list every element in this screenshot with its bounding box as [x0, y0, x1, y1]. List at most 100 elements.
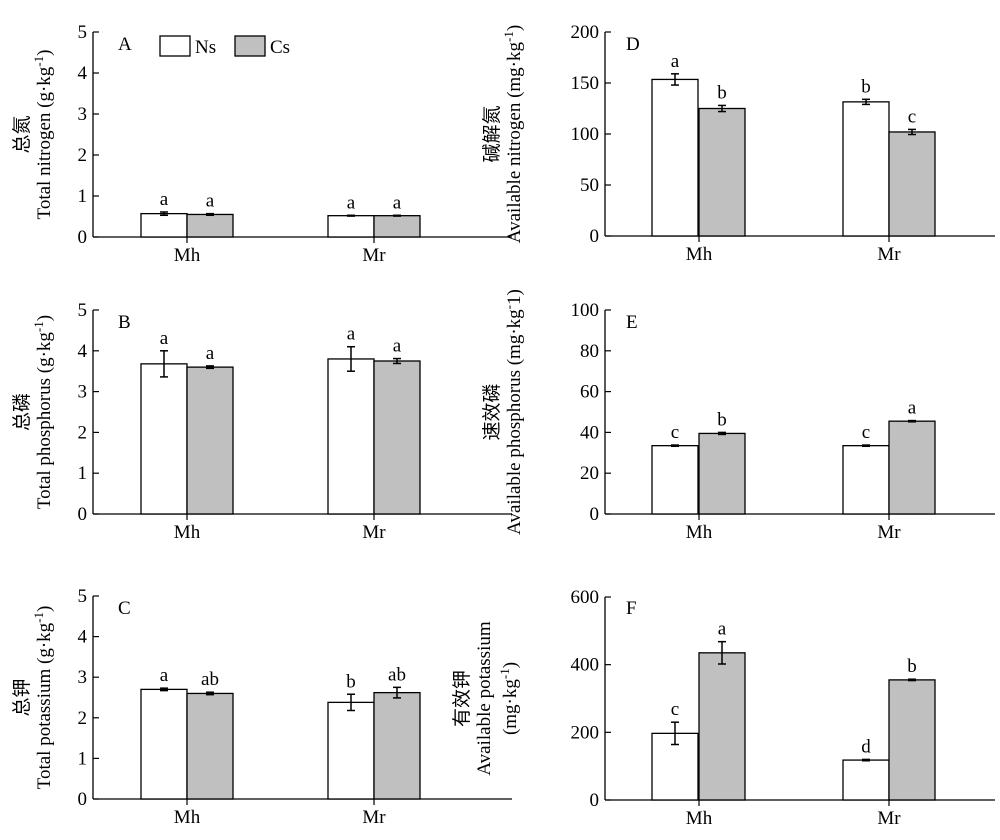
bar-cs-mr — [888, 420, 936, 515]
y-tick-label: 5 — [78, 300, 88, 321]
bar-cs-mr — [373, 691, 421, 800]
y-tick-label: 2 — [78, 708, 88, 729]
x-tick-label: Mr — [362, 245, 386, 266]
y-tick-label: 1 — [78, 186, 88, 207]
x-tick-label: Mh — [686, 808, 713, 829]
y-tick-label: 4 — [78, 63, 88, 84]
bar-ns-mh — [651, 78, 699, 237]
y-tick-label: 100 — [571, 300, 600, 321]
y-tick-label: 400 — [571, 655, 600, 676]
bar-cs-mh — [698, 107, 746, 237]
bar-cs-mr — [888, 131, 936, 237]
x-tick-label: Mh — [174, 807, 201, 828]
y-axis-label-sup: -1 — [31, 56, 46, 67]
panel-c: 0 1 2 3 4 5 a ab Mh b ab Mr C 总钾Total potassium (g·kg… — [11, 586, 512, 828]
bar-cs-mh — [186, 213, 234, 238]
y-axis-label-sup: -1 — [31, 612, 46, 623]
y-axis-label: 总磷Total phosphorus (g·kg-1) — [11, 315, 55, 509]
significance-letter: a — [347, 324, 356, 345]
y-tick-label: 0 — [590, 226, 600, 247]
significance-letter: a — [671, 51, 680, 72]
bar-cs-mh — [186, 692, 234, 800]
y-axis-label: 碱解氮Available nitrogen (mg·kg-1) — [481, 25, 525, 243]
y-tick-label: 4 — [78, 341, 88, 362]
y-axis-label: 速效磷Available phosphorus (mg·kg-1) — [481, 289, 525, 535]
y-tick-label: 0 — [78, 504, 88, 525]
y-tick-label: 40 — [580, 422, 599, 443]
y-tick-label: 150 — [571, 73, 600, 94]
x-tick-label: Mr — [362, 807, 386, 828]
y-axis-label-cn: 碱解氮 — [481, 105, 503, 162]
significance-letter: c — [671, 699, 679, 720]
significance-letter: a — [206, 343, 215, 364]
significance-letter: c — [908, 106, 916, 127]
bar-ns-mh — [651, 445, 699, 515]
panel-f: 0 200 400 600 c a Mh d b Mr F 有效钾Available potassiu… — [451, 587, 995, 829]
legend-label-ns: Ns — [195, 37, 216, 58]
y-tick-label: 5 — [78, 586, 88, 607]
significance-letter: a — [718, 619, 727, 640]
bar-ns-mh — [140, 363, 188, 515]
bar-cs-mh — [698, 652, 746, 801]
x-tick-label: Mh — [174, 245, 201, 266]
y-tick-label: 0 — [590, 790, 600, 811]
y-tick-label: 0 — [78, 227, 88, 248]
y-axis-label-end: ) — [500, 662, 521, 668]
y-tick-label: 0 — [590, 504, 600, 525]
y-axis-label: 总钾Total potassium (g·kg-1) — [11, 606, 55, 790]
y-tick-label: 600 — [571, 587, 600, 608]
panel-label: A — [118, 34, 132, 55]
significance-letter: d — [861, 736, 871, 757]
significance-letter: a — [393, 192, 402, 213]
panel-a: 0 1 2 3 4 5 a a Mh a a Mr A 总氮Total nitrogen (g·kg-1) — [11, 22, 512, 266]
x-tick-label: Mh — [686, 244, 713, 265]
y-axis-label-en: Total potassium (g·kg — [34, 622, 55, 789]
panel-b: 0 1 2 3 4 5 a a Mh a a Mr B 总磷Total phosphorus (g·kg-… — [11, 300, 512, 543]
y-axis-label-en: (mg·kg — [500, 679, 521, 735]
y-axis-label-cn: 总氮 — [11, 115, 33, 153]
x-tick-label: Mr — [362, 522, 386, 543]
bar-ns-mh — [140, 212, 188, 238]
legend: Ns Cs — [159, 35, 290, 58]
panel-e: 0 20 40 60 80 100 c b Mh c a Mr E 速效磷Available phosph… — [481, 289, 995, 543]
y-axis-label-sup: - — [501, 305, 516, 309]
significance-letter: a — [206, 191, 215, 212]
y-axis-label: 总氮Total nitrogen (g·kg-1) — [11, 50, 55, 220]
bar-cs-mh — [186, 366, 234, 515]
y-axis-label: 有效钾Available potassium — [451, 621, 495, 775]
significance-letter: a — [160, 665, 169, 686]
bar-cs-mr — [373, 215, 421, 238]
y-axis-label-en: Available nitrogen (mg·kg — [504, 41, 525, 243]
y-tick-label: 5 — [78, 22, 88, 43]
significance-letter: ab — [388, 664, 406, 685]
y-axis-label-end: ) — [504, 25, 525, 31]
bar-cs-mh — [698, 432, 746, 515]
panel-label: C — [118, 598, 131, 619]
x-tick-label: Mr — [877, 522, 901, 543]
y-axis-label-end: 1) — [504, 289, 525, 305]
x-tick-label: Mh — [174, 522, 201, 543]
y-axis-label-en: Available potassium — [474, 621, 495, 775]
legend-label-cs: Cs — [270, 37, 290, 58]
y-axis-label-sup: -1 — [497, 668, 512, 679]
legend-swatch-ns — [159, 35, 191, 57]
significance-letter: b — [907, 656, 917, 677]
y-axis-label-cn: 速效磷 — [481, 383, 503, 440]
significance-letter: a — [908, 398, 917, 419]
panel-label: E — [626, 312, 638, 333]
y-axis-label-line2: (mg·kg-1) — [497, 662, 521, 735]
bar-cs-mr — [373, 360, 421, 515]
bar-ns-mr — [842, 759, 890, 801]
bar-ns-mr — [327, 358, 375, 515]
significance-letter: b — [717, 82, 727, 103]
y-axis-label-sup: -1 — [501, 31, 516, 42]
significance-letter: ab — [201, 669, 219, 690]
y-axis-label-cn: 总磷 — [11, 393, 33, 431]
x-tick-label: Mh — [686, 522, 713, 543]
y-axis-label-end: ) — [34, 606, 55, 612]
y-tick-label: 80 — [580, 341, 599, 362]
significance-letter: a — [347, 192, 356, 213]
bar-ns-mr — [327, 215, 375, 238]
bar-ns-mr — [327, 701, 375, 800]
